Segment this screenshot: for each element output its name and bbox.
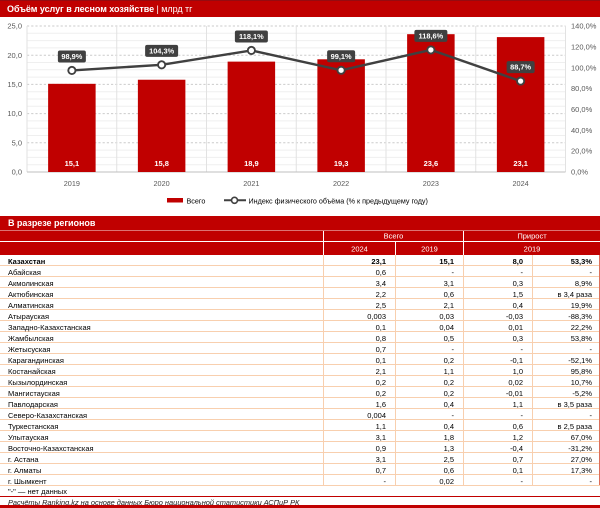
svg-text:80,0%: 80,0% [571,84,593,93]
svg-text:104,3%: 104,3% [149,46,174,55]
svg-text:18,9: 18,9 [244,159,259,168]
svg-text:0,0: 0,0 [12,168,22,177]
svg-text:120,0%: 120,0% [571,42,597,51]
svg-text:Всего: Всего [187,197,206,206]
svg-text:2021: 2021 [243,179,259,188]
svg-text:100,0%: 100,0% [571,63,597,72]
svg-text:15,1: 15,1 [65,159,80,168]
svg-text:23,6: 23,6 [424,159,439,168]
svg-text:2024: 2024 [513,179,529,188]
svg-text:40,0%: 40,0% [571,126,593,135]
svg-text:20,0: 20,0 [7,51,22,60]
svg-text:15,0: 15,0 [7,80,22,89]
svg-text:5,0: 5,0 [12,138,22,147]
svg-text:60,0%: 60,0% [571,105,593,114]
svg-text:19,3: 19,3 [334,159,349,168]
svg-text:0,0%: 0,0% [571,168,588,177]
svg-text:23,1: 23,1 [513,159,528,168]
svg-text:2019: 2019 [64,179,80,188]
svg-text:99,1%: 99,1% [331,52,352,61]
svg-text:20,0%: 20,0% [571,147,593,156]
svg-text:2020: 2020 [154,179,170,188]
svg-text:98,9%: 98,9% [61,52,82,61]
svg-text:118,6%: 118,6% [419,32,444,41]
svg-text:15,8: 15,8 [154,159,169,168]
svg-text:140,0%: 140,0% [571,22,597,31]
svg-text:2022: 2022 [333,179,349,188]
svg-text:Индекс физического объёма (% к: Индекс физического объёма (% к предыдуще… [249,197,428,206]
svg-text:25,0: 25,0 [7,22,22,31]
svg-text:118,1%: 118,1% [239,32,264,41]
svg-text:88,7%: 88,7% [510,63,531,72]
svg-text:10,0: 10,0 [7,109,22,118]
svg-text:2023: 2023 [423,179,439,188]
